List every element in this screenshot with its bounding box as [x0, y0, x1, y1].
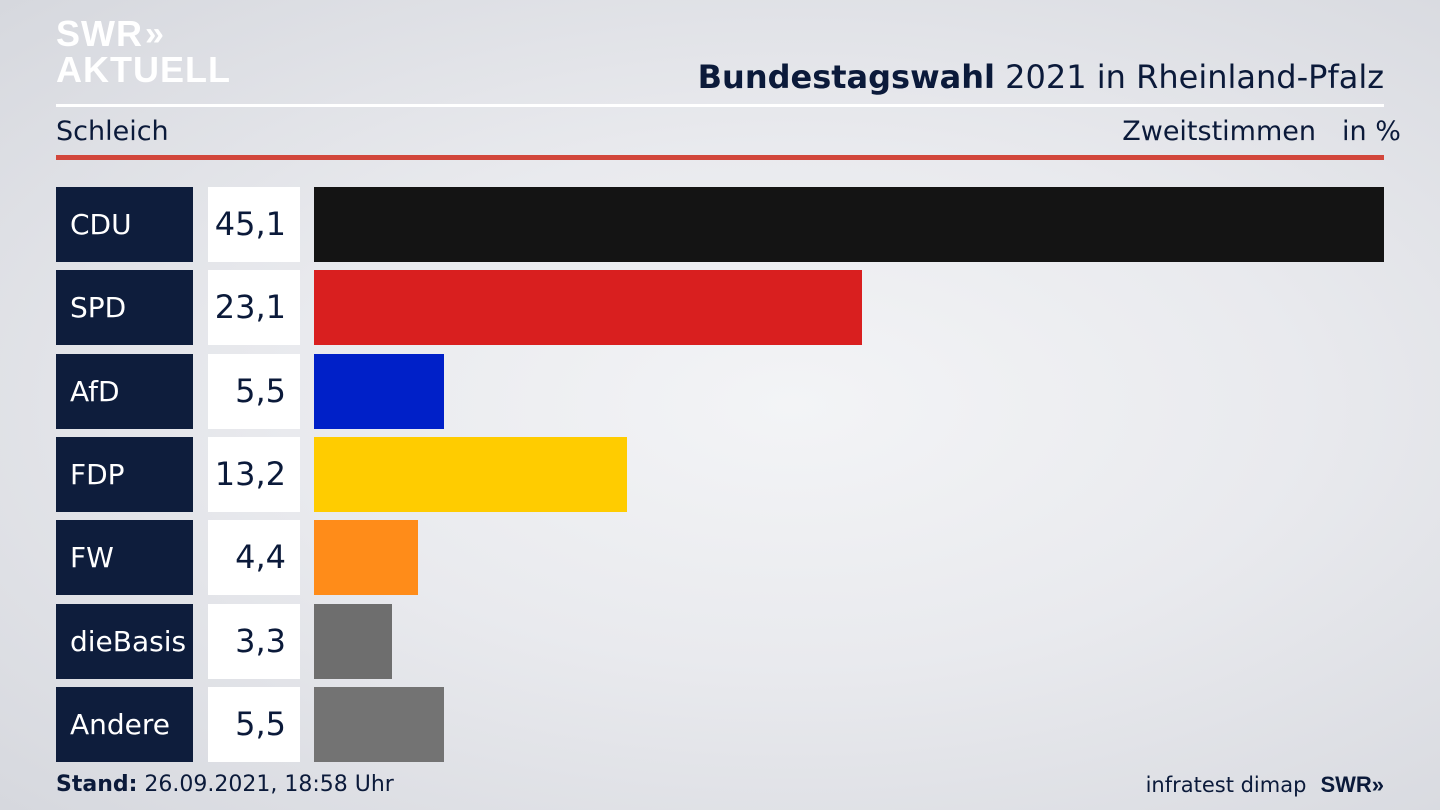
source-label: infratest dimap	[1145, 773, 1307, 797]
bar	[314, 686, 445, 762]
bar	[314, 520, 419, 596]
party-label: Andere	[56, 686, 193, 762]
party-label: SPD	[56, 270, 193, 346]
chart-title: Bundestagswahl 2021 in Rheinland-Pfalz	[698, 58, 1384, 96]
bar	[314, 353, 445, 429]
logo-chevron-icon: »	[145, 15, 164, 53]
party-label: AfD	[56, 353, 193, 429]
bar-row: CDU 45,1	[56, 187, 1384, 262]
value-label: 23,1	[208, 270, 300, 346]
party-label: FDP	[56, 436, 193, 512]
logo-aktuell-text: AKTUELL	[56, 49, 231, 90]
bar-row: FDP 13,2	[56, 436, 1384, 512]
metric-label: Zweitstimmen	[1122, 116, 1316, 147]
value-label: 4,4	[208, 520, 300, 596]
swr-aktuell-logo: SWR» AKTUELL	[56, 16, 231, 88]
bar	[314, 436, 628, 512]
timestamp: Stand: 26.09.2021, 18:58 Uhr	[56, 772, 394, 797]
bar	[314, 187, 1384, 262]
value-label: 5,5	[208, 686, 300, 762]
logo-swr-text: SWR	[56, 13, 143, 54]
accent-divider	[56, 155, 1384, 160]
bar-row: FW 4,4	[56, 520, 1384, 596]
party-label: FW	[56, 520, 193, 596]
bar	[314, 270, 863, 346]
party-label: CDU	[56, 187, 193, 262]
header-divider	[56, 104, 1384, 107]
value-label: 3,3	[208, 603, 300, 679]
bar-row: AfD 5,5	[56, 353, 1384, 429]
bar-row: dieBasis 3,3	[56, 603, 1384, 679]
title-bold: Bundestagswahl	[697, 58, 995, 96]
unit-label: in %	[1342, 116, 1401, 147]
bar	[314, 603, 393, 679]
stand-label: Stand:	[56, 772, 138, 797]
stand-value: 26.09.2021, 18:58 Uhr	[137, 772, 394, 797]
swr-brand-icon: SWR»	[1320, 772, 1384, 797]
party-label: dieBasis	[56, 603, 193, 679]
value-label: 5,5	[208, 353, 300, 429]
value-label: 13,2	[208, 436, 300, 512]
constituency-name: Schleich	[56, 116, 169, 147]
title-rest: 2021 in Rheinland-Pfalz	[995, 58, 1384, 96]
source-credit: infratest dimap SWR»	[1146, 772, 1384, 798]
bar-row: SPD 23,1	[56, 270, 1384, 346]
value-label: 45,1	[208, 187, 300, 262]
bar-row: Andere 5,5	[56, 686, 1384, 762]
